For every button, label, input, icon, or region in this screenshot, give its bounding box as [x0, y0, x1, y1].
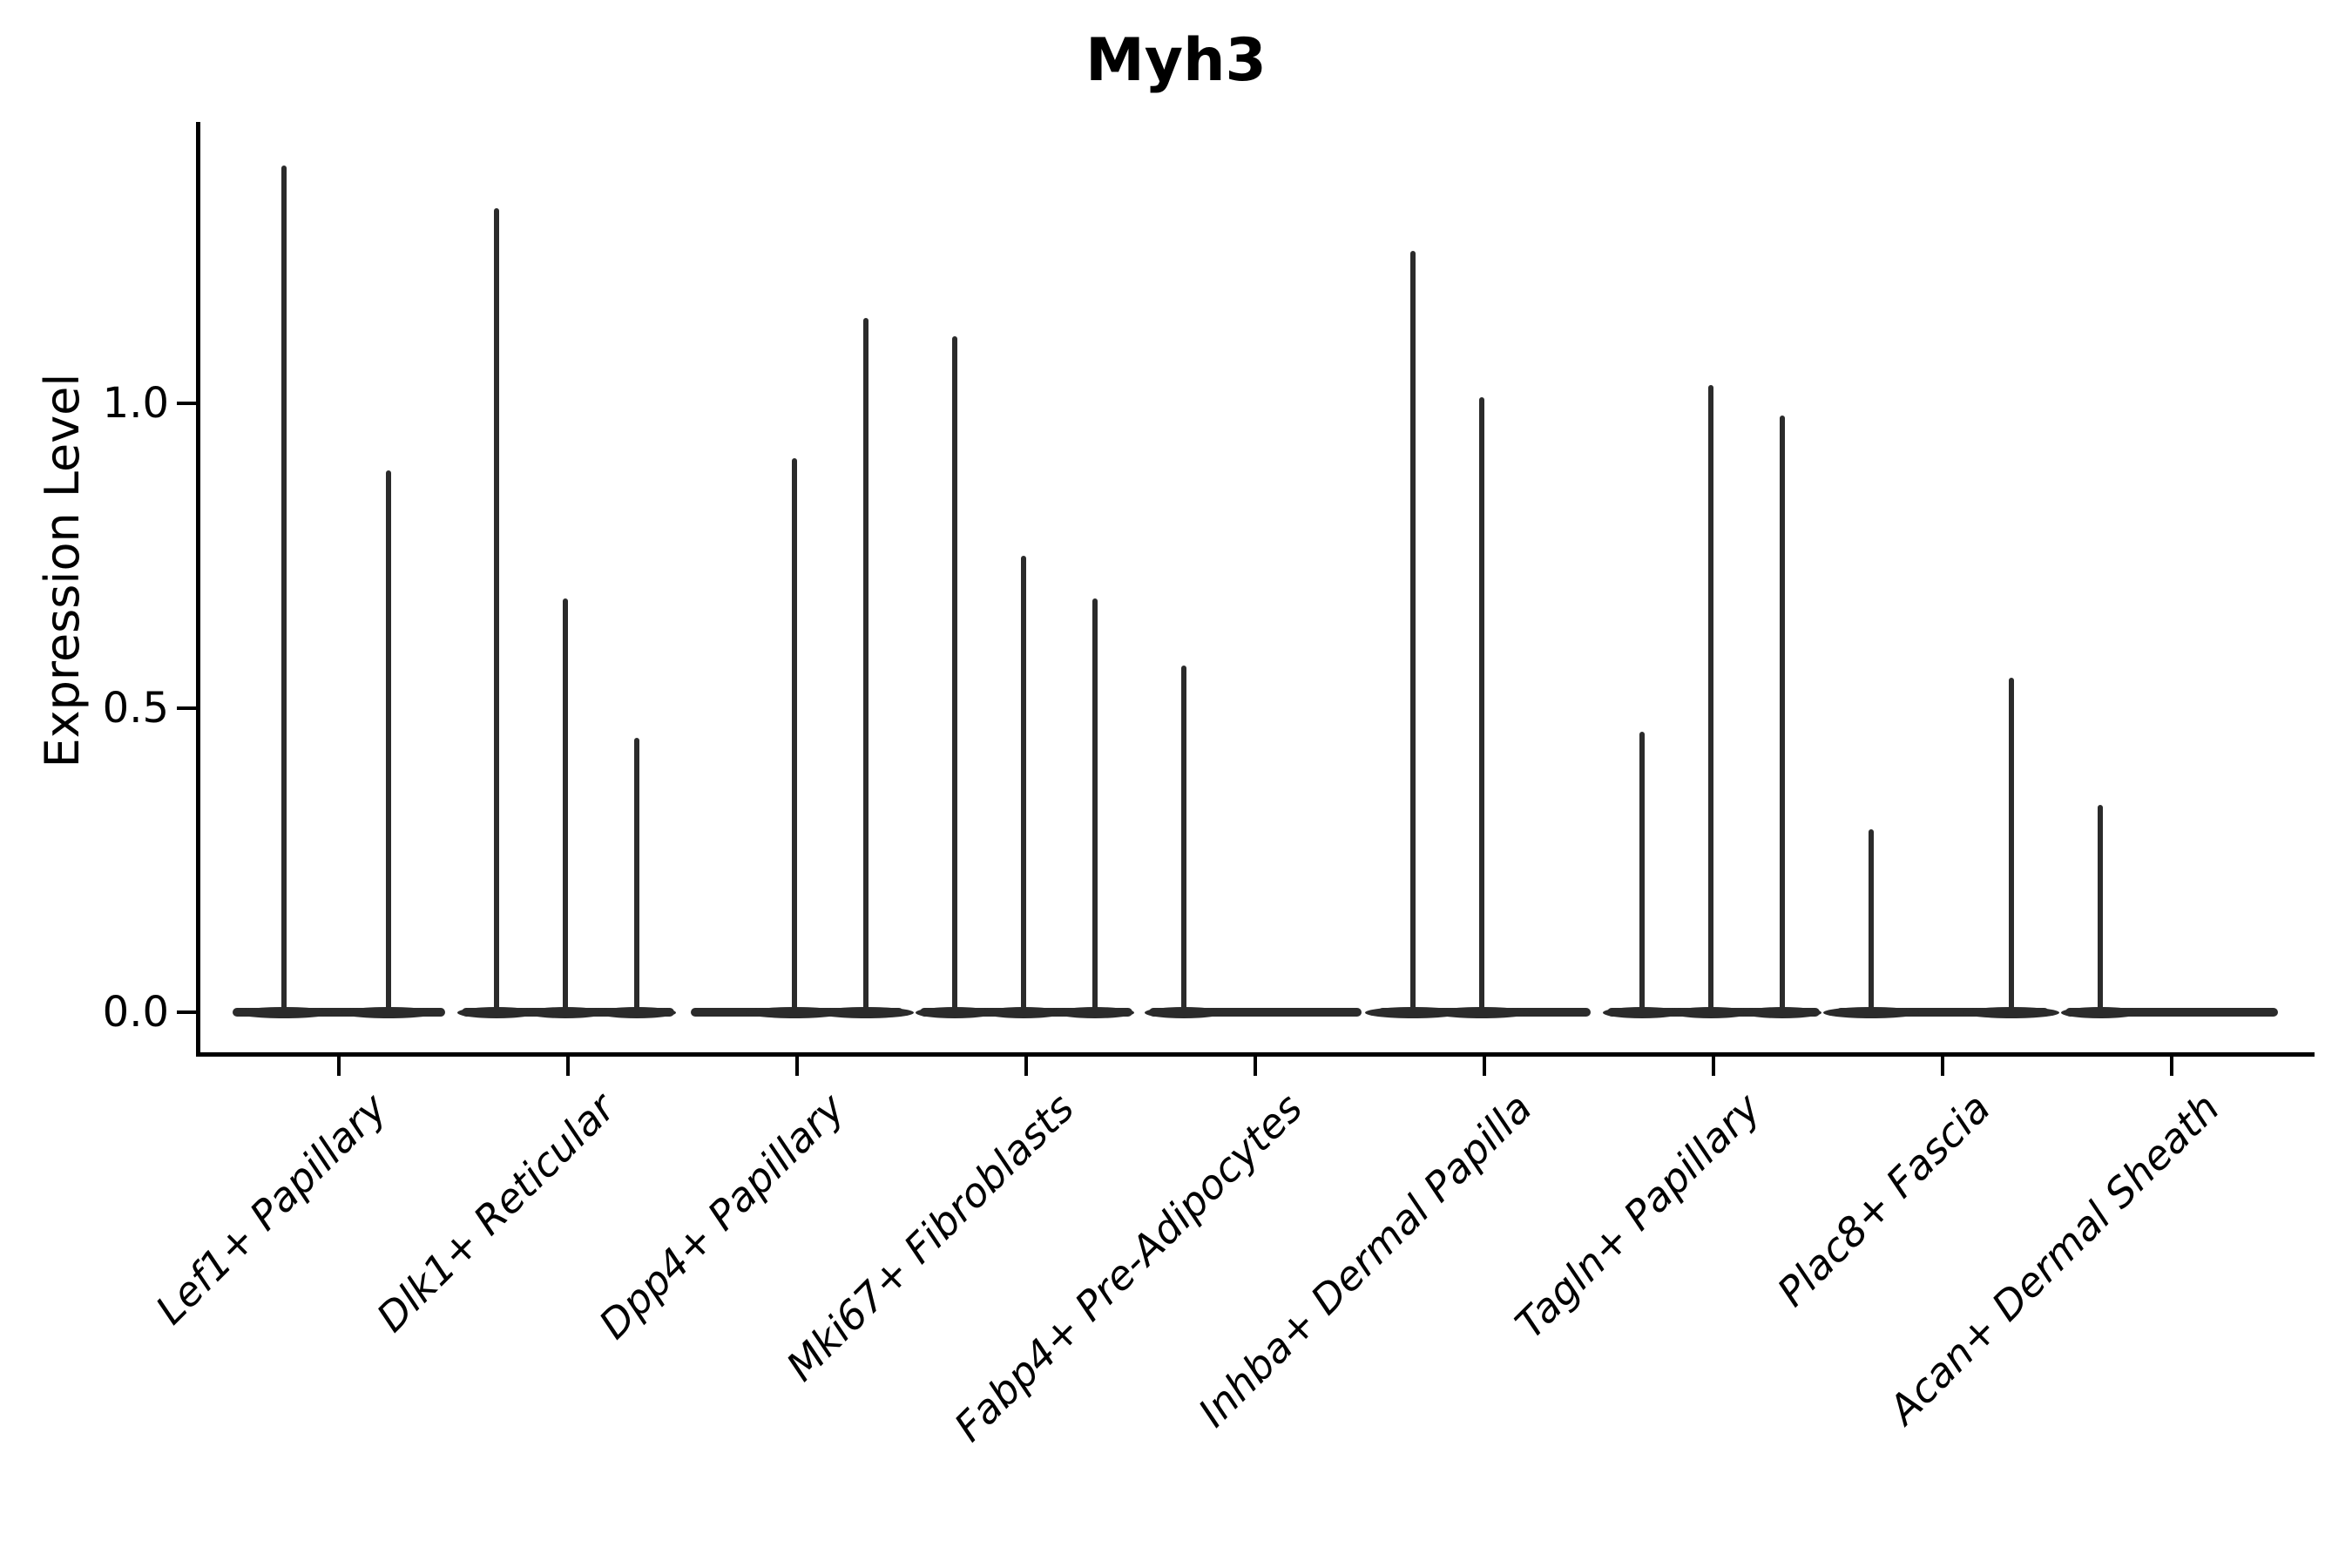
- violin-spike: [280, 166, 287, 1016]
- violin-spike: [2008, 677, 2014, 1016]
- violin-spike: [1021, 555, 1027, 1016]
- violin-spike: [1779, 415, 1785, 1016]
- x-tick-mark: [337, 1057, 341, 1076]
- violin-spike: [1479, 397, 1485, 1016]
- y-tick-label: 0.5: [102, 683, 169, 733]
- violin-spike: [1708, 385, 1714, 1016]
- y-tick-mark: [177, 706, 196, 710]
- violin-spike: [1181, 665, 1187, 1016]
- x-category-label: Lef1+ Papillary: [145, 1084, 395, 1334]
- violin-spike: [1869, 829, 1875, 1016]
- y-tick-label: 0.0: [102, 988, 169, 1037]
- violin-base: [1149, 1008, 1362, 1017]
- x-category-label: Tagln+ Papillary: [1506, 1084, 1770, 1348]
- y-axis-spine: [196, 122, 200, 1057]
- x-tick-mark: [2170, 1057, 2173, 1076]
- violin-spike: [1639, 732, 1646, 1016]
- violin-spike: [952, 336, 958, 1016]
- violin-base: [2065, 1008, 2278, 1017]
- violin-spike: [862, 318, 868, 1016]
- x-tick-mark: [1483, 1057, 1486, 1076]
- violin-spike: [792, 457, 798, 1016]
- y-tick-label: 1.0: [102, 379, 169, 428]
- x-tick-mark: [795, 1057, 799, 1076]
- x-tick-mark: [566, 1057, 570, 1076]
- violin-spike: [2098, 805, 2104, 1016]
- x-tick-mark: [1024, 1057, 1028, 1076]
- violin-spike: [494, 208, 500, 1016]
- violin-spike: [563, 598, 569, 1016]
- y-tick-mark: [177, 402, 196, 405]
- x-axis-spine: [196, 1052, 2315, 1057]
- y-tick-mark: [177, 1010, 196, 1014]
- x-tick-mark: [1941, 1057, 1944, 1076]
- x-category-label: Dpp4+ Papillary: [590, 1084, 854, 1348]
- x-tick-mark: [1254, 1057, 1257, 1076]
- violin-base: [1836, 1008, 2049, 1017]
- violin-spike: [1092, 598, 1098, 1016]
- x-category-label: Dlk1+ Reticular: [368, 1084, 625, 1342]
- x-category-label: Plac8+ Fascia: [1767, 1084, 1999, 1315]
- chart-title: Myh3: [1085, 26, 1267, 95]
- violin-base: [233, 1008, 445, 1017]
- x-tick-mark: [1712, 1057, 1715, 1076]
- violin-spike: [1410, 251, 1416, 1016]
- violin-spike: [633, 738, 639, 1016]
- violin-spike: [385, 470, 391, 1016]
